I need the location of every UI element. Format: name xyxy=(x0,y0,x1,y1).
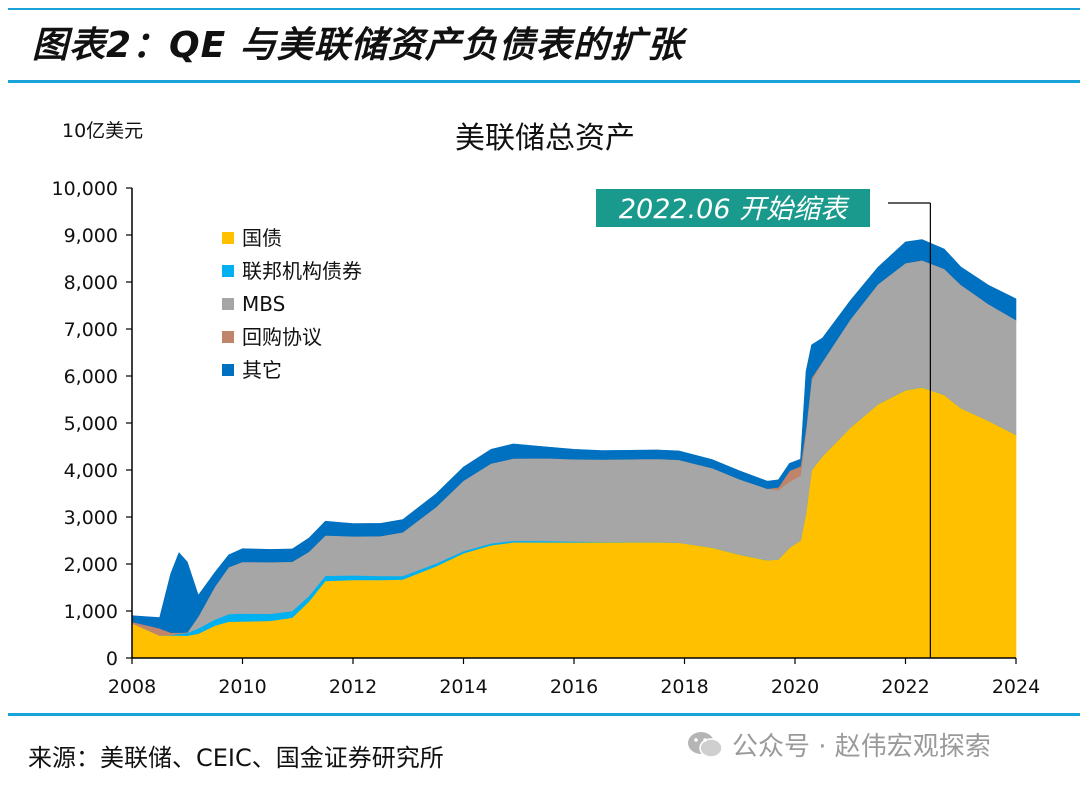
x-tick-label: 2010 xyxy=(218,676,266,698)
x-tick-label: 2018 xyxy=(660,676,708,698)
y-tick-label: 4,000 xyxy=(64,460,118,482)
annotation: 2022.06 开始缩表 xyxy=(596,189,931,658)
source-note: 来源：美联储、CEIC、国金证券研究所 xyxy=(28,744,444,772)
series-area-4 xyxy=(131,239,1017,633)
annotation-label: 2022.06 开始缩表 xyxy=(619,194,850,225)
axes: 0 1,000 2,000 3,000 4,000 5,000 6,000 7,000 8,00… xyxy=(52,178,1041,698)
legend-label: 回购协议 xyxy=(242,325,322,349)
chart-area: 0 1,000 2,000 3,000 4,000 5,000 6,000 7,000 8,00… xyxy=(52,120,1041,698)
top-rule xyxy=(8,8,1080,10)
figure-title: 图表2：QE 与美联储资产负债表的扩张 xyxy=(32,25,684,66)
legend-swatch xyxy=(222,298,234,310)
watermark-text: 公众号 · 赵伟宏观探索 xyxy=(732,732,991,762)
x-tick-label: 2016 xyxy=(550,676,598,698)
legend-label: MBS xyxy=(242,292,285,316)
legend-label: 国债 xyxy=(242,226,282,250)
legend-label: 其它 xyxy=(242,358,282,382)
y-tick-label: 3,000 xyxy=(64,507,118,529)
y-tick-label: 10,000 xyxy=(52,178,118,200)
y-tick-label: 6,000 xyxy=(64,366,118,388)
y-axis-unit-label: 10亿美元 xyxy=(62,120,143,142)
title-rule xyxy=(8,80,1080,83)
y-tick-label: 1,000 xyxy=(64,601,118,623)
x-tick-label: 2014 xyxy=(439,676,487,698)
x-tick-label: 2024 xyxy=(992,676,1040,698)
annotation-label-box xyxy=(596,189,870,227)
y-tick-label: 9,000 xyxy=(64,225,118,247)
legend-label: 联邦机构债券 xyxy=(242,259,362,283)
legend-swatch xyxy=(222,232,234,244)
legend-swatch xyxy=(222,331,234,343)
wechat-icon xyxy=(688,731,723,758)
x-tick-label: 2008 xyxy=(108,676,156,698)
x-tick-label: 2020 xyxy=(771,676,819,698)
y-tick-label: 5,000 xyxy=(64,413,118,435)
x-tick-label: 2022 xyxy=(881,676,929,698)
y-tick-label: 2,000 xyxy=(64,554,118,576)
y-tick-label: 0 xyxy=(106,648,118,670)
y-tick-label: 8,000 xyxy=(64,272,118,294)
footer-rule xyxy=(8,713,1080,716)
y-tick-label: 7,000 xyxy=(64,319,118,341)
chart-title: 美联储总资产 xyxy=(455,121,635,156)
x-tick-label: 2012 xyxy=(329,676,377,698)
watermark: 公众号 · 赵伟宏观探索 xyxy=(686,726,991,763)
legend-swatch xyxy=(222,265,234,277)
legend-swatch xyxy=(222,364,234,376)
